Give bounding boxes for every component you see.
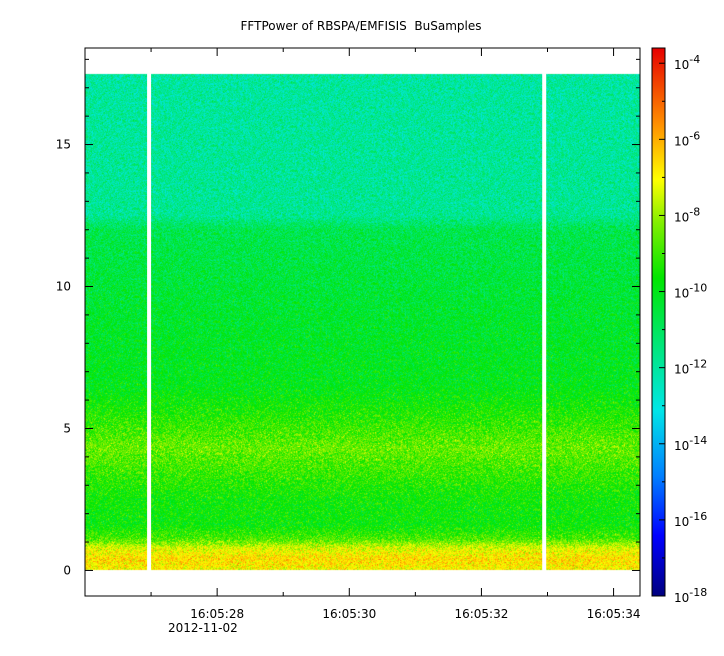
colorbar-tick-label: 10-12 (674, 358, 707, 377)
colorbar-tick-label: 10-16 (674, 510, 707, 529)
x-tick-label: 16:05:30 (322, 607, 376, 621)
y-tick-label: 15 (56, 138, 71, 152)
x-tick-label: 16:05:32 (454, 607, 508, 621)
colorbar-scale (651, 47, 666, 597)
y-axis: 0 5 10 15 (56, 58, 640, 577)
x-tick-label: 16:05:28 (190, 607, 244, 621)
colorbar-tick-label: 10-4 (674, 53, 700, 72)
x-tick-label: 16:05:34 (587, 607, 641, 621)
x-axis: 16:05:28 16:05:30 16:05:32 16:05:34 (150, 48, 641, 621)
data-gaps (147, 73, 547, 571)
y-tick-label: 5 (63, 421, 71, 435)
colorbar-axis: 10-18 10-16 10-14 10-12 10-10 10-8 10-6 10-4 (659, 53, 707, 605)
plot-frame (84, 47, 641, 597)
colorbar-tick-label: 10-18 (674, 586, 707, 605)
spectrogram-image (85, 48, 640, 596)
plot-area: 16:05:28 16:05:30 16:05:32 16:05:34 051015 … (56, 47, 641, 635)
colorbar-tick-label: 10-6 (674, 129, 700, 148)
colorbar: 10-18 10-16 10-14 10-12 10-10 10-8 10-6 10-4 (651, 47, 707, 605)
x-date-label: 2012-11-02 (168, 621, 238, 635)
y-tick-label: 10 (56, 280, 71, 294)
colorbar-tick-label: 10-14 (674, 434, 707, 453)
data-gap (542, 73, 547, 571)
chart-title: FFTPower of RBSPA/EMFISIS BuSamples (241, 19, 482, 33)
colorbar-tick-label: 10-8 (674, 205, 700, 224)
data-gap (147, 73, 152, 571)
y-tick-label: 0 (63, 563, 71, 577)
colorbar-tick-label: 10-10 (674, 282, 707, 301)
